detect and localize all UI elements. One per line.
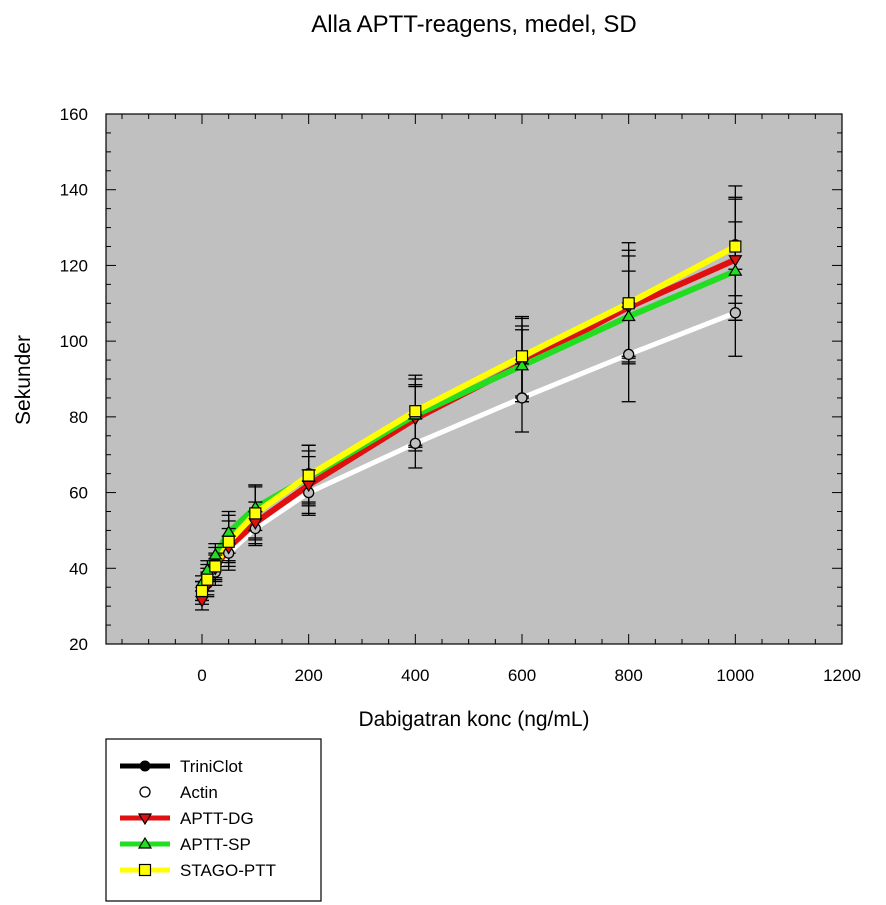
legend-marker-triniclot: [139, 760, 151, 772]
data-point-aptt-dg: [728, 255, 743, 267]
x-tick-label: 1200: [823, 666, 861, 685]
data-point-actin: [516, 392, 528, 404]
data-point-aptt-sp: [514, 358, 530, 371]
legend-marker-aptt-dg: [137, 813, 153, 826]
x-tick-label: 800: [614, 666, 642, 685]
y-tick-label: 140: [60, 181, 88, 200]
y-tick-label: 40: [69, 559, 88, 578]
y-tick-label: 20: [69, 635, 88, 654]
legend-label-aptt-sp: APTT-SP: [180, 835, 251, 854]
x-tick-label: 200: [294, 666, 322, 685]
x-tick-label: 400: [401, 666, 429, 685]
y-tick-label: 80: [69, 408, 88, 427]
data-point-stago-ptt: [222, 535, 235, 548]
legend-label-aptt-dg: APTT-DG: [180, 809, 254, 828]
legend-marker-actin: [139, 786, 151, 798]
x-tick-label: 0: [197, 666, 206, 685]
data-point-stago-ptt: [729, 240, 742, 253]
y-axis-title: Sekunder: [12, 335, 35, 425]
x-axis-title: Dabigatran konc (ng/mL): [358, 708, 589, 731]
y-tick-label: 60: [69, 484, 88, 503]
data-point-stago-ptt: [195, 584, 209, 598]
data-point-stago-ptt: [249, 507, 262, 520]
plot-frame: [105, 113, 843, 645]
data-point-aptt-sp: [208, 547, 223, 560]
legend-label-stago-ptt: STAGO-PTT: [180, 861, 276, 880]
data-point-stago-ptt: [302, 469, 315, 482]
x-tick-label: 600: [508, 666, 536, 685]
y-tick-label: 160: [60, 105, 88, 124]
data-point-stago-ptt: [515, 350, 529, 363]
data-point-stago-ptt: [622, 297, 635, 310]
plot-area: 0 200 400 600 800 1000 1200 20 40 60 80 100 120 140 16…: [60, 105, 861, 685]
data-point-aptt-sp: [728, 263, 743, 276]
data-point-actin: [623, 348, 635, 361]
chart-title: Alla APTT-reagens, medel, SD: [311, 11, 636, 38]
data-point-aptt-sp: [621, 309, 636, 322]
data-point-actin: [409, 437, 421, 450]
legend-marker-aptt-sp: [137, 836, 153, 849]
x-tick-label: 1000: [716, 666, 754, 685]
data-point-stago-ptt: [409, 405, 422, 418]
y-tick-label: 100: [60, 332, 88, 351]
y-tick-label: 120: [60, 256, 88, 275]
data-point-actin: [729, 307, 741, 319]
legend-label-triniclot: TriniClot: [180, 757, 243, 776]
data-point-stago-ptt: [201, 573, 214, 586]
data-point-stago-ptt: [209, 560, 222, 573]
legend: TriniClot Actin APTT-DG APTT-SP STAGO-PTT: [105, 738, 322, 902]
legend-label-actin: Actin: [180, 783, 218, 802]
legend-marker-stago-ptt: [138, 863, 152, 877]
